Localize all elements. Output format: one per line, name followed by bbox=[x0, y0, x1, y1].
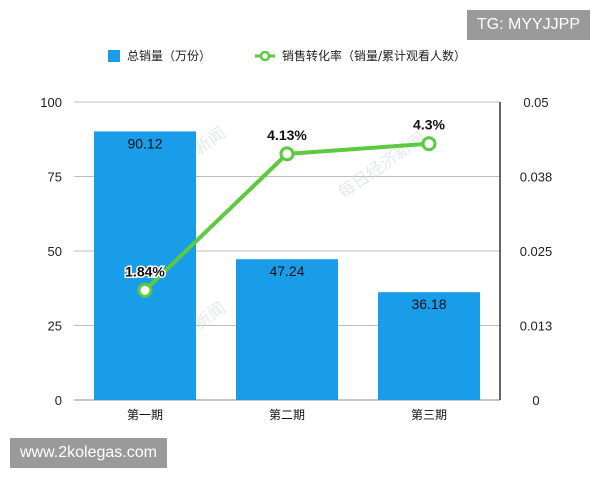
y-left-tick-label: 25 bbox=[48, 319, 62, 334]
x-category-label: 第一期 bbox=[127, 408, 163, 422]
y-right-tick-label: 0.025 bbox=[520, 244, 553, 259]
x-category-label: 第二期 bbox=[269, 408, 305, 422]
tg-badge: TG: MYYJJPP bbox=[466, 10, 590, 40]
y-left-tick-label: 75 bbox=[48, 170, 62, 185]
rate-point bbox=[137, 282, 153, 298]
y-right-tick-label: 0 bbox=[532, 393, 539, 408]
rate-point bbox=[421, 136, 437, 152]
bar-value-label: 47.24 bbox=[269, 263, 304, 279]
site-badge: www.2kolegas.com bbox=[10, 438, 167, 468]
x-category-label: 第三期 bbox=[411, 408, 447, 422]
rate-line-layer: 1.84% 4.13% 4.3% bbox=[124, 115, 447, 298]
watermark-text: 每日经济新闻 bbox=[335, 128, 430, 203]
rate-point bbox=[279, 146, 295, 162]
bar-sales bbox=[94, 131, 196, 401]
y-left-tick-label: 0 bbox=[55, 393, 62, 408]
bar-sales bbox=[236, 259, 338, 400]
legend-swatch-sales bbox=[108, 50, 120, 62]
legend-marker-rate bbox=[259, 50, 271, 62]
bar-sales bbox=[378, 292, 480, 400]
rate-value-label: 1.84% bbox=[125, 263, 165, 279]
bar-value-label: 90.12 bbox=[127, 135, 162, 151]
legend-label-sales: 总销量（万份） bbox=[127, 49, 211, 63]
rate-value-label: 4.3% bbox=[413, 117, 445, 133]
y-right-tick-label: 0.05 bbox=[523, 95, 548, 110]
y-right-tick-label: 0.038 bbox=[520, 170, 553, 185]
bar-value-label: 36.18 bbox=[411, 296, 446, 312]
axes: 0 0 25 0.013 50 0.025 75 0.038 100 0.05 第一期 第二期 第三期 bbox=[40, 95, 552, 422]
legend-label-rate: 销售转化率（销量/累计观看人数） bbox=[282, 48, 466, 63]
chart-legend: 总销量（万份） 销售转化率（销量/累计观看人数） bbox=[108, 48, 466, 63]
y-left-tick-label: 50 bbox=[48, 244, 62, 259]
rate-value-label: 4.13% bbox=[267, 127, 307, 143]
y-left-tick-label: 100 bbox=[40, 95, 62, 110]
y-right-tick-label: 0.013 bbox=[520, 319, 553, 334]
bars: 90.12 47.24 36.18 bbox=[94, 131, 480, 401]
